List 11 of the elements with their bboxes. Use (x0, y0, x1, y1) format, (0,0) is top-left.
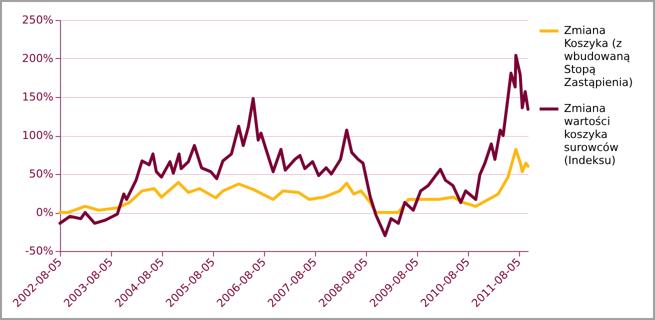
y-tick-label: 100% (22, 129, 54, 142)
y-tick-label: 250% (22, 14, 54, 26)
y-tick-label: -50% (25, 244, 54, 258)
y-tick-label: 200% (22, 52, 54, 65)
y-tick-label: 50% (29, 168, 54, 180)
legend-label: Zmiana wartości koszyka surowców (Indeksu) (564, 102, 618, 167)
line-series (58, 54, 530, 238)
line-series (58, 148, 530, 214)
y-tick-label: 0% (36, 206, 54, 219)
legend-label: Zmiana Koszyka (z wbudowaną Stopą Zastąpienia) (564, 24, 633, 89)
y-tick-label: 150% (22, 90, 54, 104)
